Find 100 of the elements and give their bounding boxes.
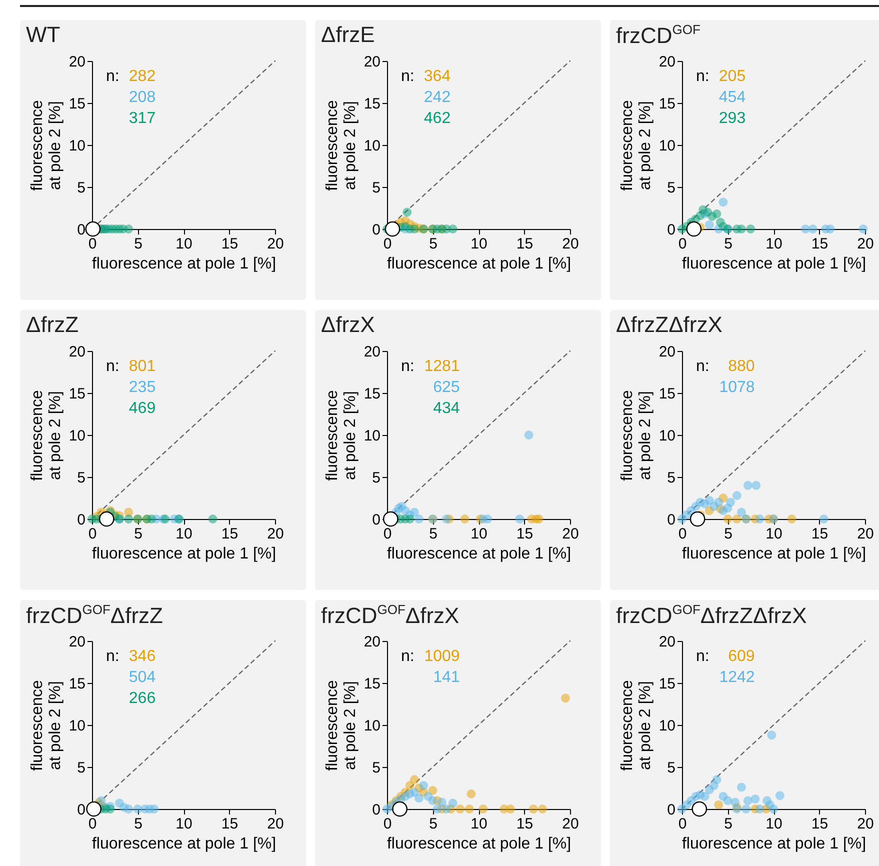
y-tick-label: 10 [68, 718, 86, 734]
y-tick-label: 20 [658, 344, 676, 360]
annotation: n: [106, 358, 120, 375]
text: 141 [433, 669, 460, 686]
x-tick-label: 20 [267, 526, 284, 542]
chart-title: ΔfrzE [321, 22, 375, 48]
y-tick-label: 10 [68, 138, 86, 154]
x-tick-label: 5 [429, 236, 438, 252]
text: 317 [128, 110, 156, 127]
y-tick-label: 15 [658, 676, 676, 692]
y-tick-label: 15 [68, 386, 86, 402]
text: 454 [718, 89, 746, 106]
y-tick-label: 20 [364, 54, 380, 70]
x-tick-label: 20 [267, 816, 284, 832]
text: 266 [128, 690, 156, 707]
y-tick-label: 15 [658, 96, 676, 112]
x-tick-label: 5 [134, 236, 142, 252]
x-tick-label: 0 [678, 236, 687, 252]
x-tick-label: 10 [766, 526, 782, 542]
y-tick-label: 20 [658, 634, 676, 650]
y-tick-label: 0 [77, 222, 86, 238]
x-tick-label: 15 [811, 236, 828, 252]
x-tick-label: 0 [678, 816, 687, 832]
text: 880 [728, 358, 755, 375]
y-axis-title: fluorescence at pole 2 [%] [324, 100, 359, 191]
x-axis-title: fluorescence at pole 1 [%] [386, 256, 572, 272]
y-axis-title: fluorescence at pole 2 [%] [324, 390, 359, 481]
y-tick-label: 15 [364, 676, 380, 692]
y-tick-label: 20 [68, 344, 86, 360]
annotation: n: [696, 68, 710, 85]
x-tick-label: 5 [724, 526, 732, 542]
y-tick-label: 5 [77, 760, 86, 776]
text: 625 [433, 379, 460, 396]
chart-title: frzCD$^{GOF}$ΔfrzZΔfrzX [616, 602, 807, 630]
x-tick-label: 0 [383, 526, 392, 542]
x-axis-title: fluorescence at pole 1 [%] [682, 546, 866, 562]
text: 364 [424, 68, 451, 85]
x-axis-title: fluorescence at pole 1 [%] [386, 546, 572, 562]
x-tick-label: 20 [562, 236, 579, 252]
x-tick-label: 15 [516, 816, 534, 832]
x-axis-title: fluorescence at pole 1 [%] [682, 836, 866, 852]
annotation: n: [696, 358, 710, 375]
y-tick-label: 5 [372, 470, 380, 486]
x-tick-label: 5 [429, 526, 438, 542]
x-tick-label: 0 [88, 816, 97, 832]
x-tick-label: 0 [383, 236, 392, 252]
text: 462 [424, 110, 451, 127]
text: 208 [128, 89, 156, 106]
y-tick-label: 20 [68, 634, 86, 650]
x-tick-label: 20 [562, 526, 579, 542]
x-tick-label: 5 [429, 816, 438, 832]
y-tick-label: 20 [364, 634, 380, 650]
chart-title: WT [26, 22, 60, 48]
annotation: n: [401, 648, 414, 665]
x-tick-label: 20 [857, 816, 874, 832]
text: 235 [128, 379, 156, 396]
text: 205 [718, 68, 746, 85]
y-tick-label: 10 [68, 428, 86, 444]
x-tick-label: 5 [134, 816, 142, 832]
text: 1281 [424, 358, 460, 375]
annotation: n: [401, 358, 414, 375]
y-tick-label: 10 [658, 428, 676, 444]
y-axis-title: fluorescence at pole 2 [%] [28, 390, 64, 481]
y-tick-label: 5 [77, 180, 86, 196]
x-tick-label: 15 [516, 236, 534, 252]
x-tick-label: 5 [724, 236, 732, 252]
annotation: n: [401, 68, 414, 85]
text: 1009 [424, 648, 460, 665]
x-tick-label: 10 [766, 236, 782, 252]
y-tick-label: 15 [658, 386, 676, 402]
x-tick-label: 20 [857, 526, 874, 542]
x-tick-label: 10 [470, 236, 488, 252]
annotation: n: [106, 648, 120, 665]
x-tick-label: 10 [176, 816, 192, 832]
chart-title: frzCD$^{GOF}$ [616, 22, 700, 50]
y-tick-label: 20 [364, 344, 380, 360]
y-tick-label: 10 [658, 718, 676, 734]
x-axis-title: fluorescence at pole 1 [%] [92, 836, 276, 852]
text: 609 [728, 648, 755, 665]
x-tick-label: 0 [678, 526, 687, 542]
y-tick-label: 15 [68, 676, 86, 692]
x-tick-label: 0 [383, 816, 392, 832]
y-tick-label: 0 [667, 512, 676, 528]
x-axis-title: fluorescence at pole 1 [%] [92, 546, 276, 562]
x-tick-label: 15 [811, 816, 828, 832]
y-tick-label: 0 [77, 802, 86, 818]
y-tick-label: 5 [667, 180, 676, 196]
text: 293 [718, 110, 746, 127]
x-tick-label: 15 [221, 236, 238, 252]
y-tick-label: 5 [372, 760, 380, 776]
chart-title: ΔfrzX [321, 312, 375, 338]
x-tick-label: 20 [562, 816, 579, 832]
x-tick-label: 10 [470, 816, 488, 832]
x-tick-label: 5 [134, 526, 142, 542]
y-tick-label: 15 [364, 96, 380, 112]
x-axis-title: fluorescence at pole 1 [%] [682, 256, 866, 272]
chart-title: frzCD$^{GOF}$ΔfrzX [321, 602, 460, 630]
text: 1078 [719, 379, 755, 396]
y-axis-title: fluorescence at pole 2 [%] [618, 390, 654, 481]
y-tick-label: 5 [77, 470, 86, 486]
